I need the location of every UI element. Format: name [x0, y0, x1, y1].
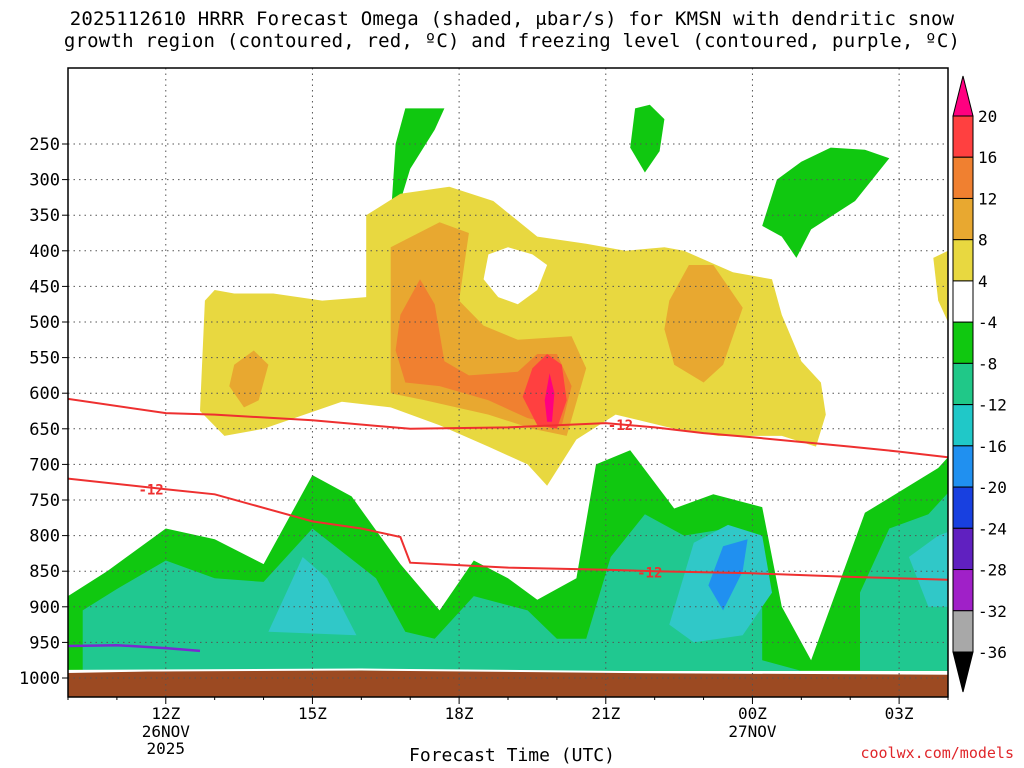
- omega-region-blue-core: [708, 539, 748, 611]
- y-tick-label-800: 800: [29, 527, 60, 547]
- omega-region-cyan-c: [908, 532, 948, 607]
- title-line-1: 2025112610 HRRR Forecast Omega (shaded, …: [69, 8, 955, 30]
- contour-label-1: -12: [608, 418, 633, 434]
- y-tick-label-450: 450: [29, 277, 60, 297]
- contour-label-0: -12: [138, 482, 163, 498]
- chart-title: 2025112610 HRRR Forecast Omega (shaded, …: [0, 8, 1024, 52]
- y-tick-label-250: 250: [29, 135, 60, 155]
- colorbar-top-triangle: [952, 75, 974, 117]
- x-axis-label: Forecast Time (UTC): [409, 745, 615, 766]
- colorbar-label-4: 4: [978, 272, 988, 291]
- colorbar-label--28: -28: [978, 561, 1007, 580]
- colorbar-label--20: -20: [978, 478, 1007, 497]
- dgz-contour-upper: [68, 397, 948, 459]
- colorbar-label--36: -36: [978, 643, 1007, 662]
- colorbar-label-12: 12: [978, 189, 997, 208]
- colorbar-label--4: -4: [978, 313, 997, 332]
- colorbar-box--20-to--24: [952, 486, 974, 529]
- colorbar-label--32: -32: [978, 602, 1007, 621]
- omega-region-red: [522, 354, 567, 429]
- contour-label-2: -12: [637, 566, 662, 582]
- y-tick-label-400: 400: [29, 242, 60, 262]
- colorbar-label-16: 16: [978, 148, 997, 167]
- x-tick-label-15Z: 15Z: [298, 704, 327, 723]
- x-tick-label-03Z: 03Z: [885, 704, 914, 723]
- colorbar-label--8: -8: [978, 354, 997, 373]
- x-tick-sublabel-27NOV: 27NOV: [728, 722, 777, 741]
- omega-region-green-upper-b: [630, 104, 665, 173]
- freezing-level-contour: [68, 643, 201, 653]
- colorbar-box--4-to--8: [952, 321, 974, 364]
- omega-region-magenta: [544, 373, 555, 422]
- colorbar-box-16-to-12: [952, 156, 974, 199]
- colorbar-box--16-to--20: [952, 445, 974, 488]
- ground-edge: [68, 668, 948, 675]
- plot-area: -12 -12 -12: [68, 68, 948, 697]
- colorbar-box-12-to-8: [952, 197, 974, 241]
- y-tick-label-1000: 1000: [19, 669, 60, 689]
- y-tick-label-600: 600: [29, 384, 60, 404]
- colorbar-box--8-to--12: [952, 362, 974, 406]
- colorbar-box--28-to--32: [952, 569, 974, 612]
- x-tick-label-18Z: 18Z: [445, 704, 474, 723]
- omega-region-yellow-right: [933, 250, 948, 322]
- colorbar-box--32-to--36: [952, 610, 974, 653]
- y-tick-label-850: 850: [29, 562, 60, 582]
- colorbar-box--12-to--16: [952, 404, 974, 447]
- dgz-contour-lower: [68, 477, 948, 581]
- omega-region-teal-low: [82, 514, 802, 671]
- ground-surface: [68, 670, 948, 697]
- omega-region-green-upper-c: [762, 147, 890, 258]
- y-tick-label-700: 700: [29, 455, 60, 475]
- colorbar-label-8: 8: [978, 231, 988, 250]
- colorbar-box-8-to-4: [952, 239, 974, 282]
- x-tick-label-00Z: 00Z: [738, 704, 767, 723]
- colorbar-label--12: -12: [978, 396, 1007, 415]
- credit-link[interactable]: coolwx.com/models: [860, 744, 1014, 762]
- y-tick-label-650: 650: [29, 420, 60, 440]
- x-tick-label-21Z: 21Z: [591, 704, 620, 723]
- colorbar-box--24-to--28: [952, 527, 974, 571]
- y-tick-label-750: 750: [29, 491, 60, 511]
- omega-region-green-upper-a: [390, 108, 445, 219]
- omega-region-yellow: [200, 186, 826, 486]
- y-tick-label-550: 550: [29, 349, 60, 369]
- y-tick-label-500: 500: [29, 313, 60, 333]
- y-tick-label-300: 300: [29, 171, 60, 191]
- x-tick-sublabel-2025: 2025: [147, 739, 186, 758]
- y-tick-label-350: 350: [29, 206, 60, 226]
- colorbar-label--16: -16: [978, 437, 1007, 456]
- colorbar-label--24: -24: [978, 519, 1007, 538]
- x-tick-sublabel-26NOV: 26NOV: [142, 722, 191, 741]
- y-tick-label-900: 900: [29, 598, 60, 618]
- y-tick-label-950: 950: [29, 633, 60, 653]
- colorbar-box-4-to--4: [952, 280, 974, 323]
- colorbar-bottom-triangle: [952, 651, 974, 693]
- omega-region-white-hole: [483, 247, 548, 305]
- colorbar-box-20-to-16: [952, 115, 974, 158]
- x-tick-label-12Z: 12Z: [151, 704, 180, 723]
- omega-region-gold-b: [664, 265, 743, 383]
- omega-region-teal-right: [860, 492, 948, 671]
- colorbar-label-20: 20: [978, 107, 997, 126]
- title-line-2: growth region (contoured, red, ºC) and f…: [63, 30, 961, 52]
